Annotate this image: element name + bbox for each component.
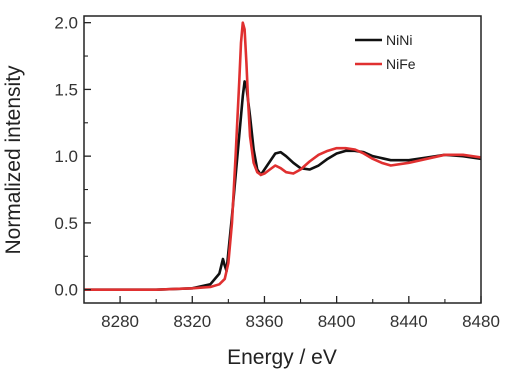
tick-layer: 8280 8320 8360 8400 8440 8480 0.0 0.5 1.0 1.5 2.0: [54, 14, 500, 331]
x-axis-title: Energy / eV: [227, 346, 337, 369]
y-tick-label: 0.5: [54, 214, 78, 233]
plot-frame: [83, 15, 482, 304]
y-axis-title: Normalized intensity: [2, 65, 25, 255]
legend-label-nini: NiNi: [386, 32, 412, 48]
legend-label-nife: NiFe: [386, 56, 416, 72]
series-layer: [84, 21, 481, 291]
y-tick-label: 0.0: [54, 281, 78, 300]
x-tick-label: 8480: [462, 312, 500, 331]
x-tick-label: 8360: [246, 312, 284, 331]
series-line-nife: [84, 21, 481, 291]
x-tick-label: 8280: [101, 312, 139, 331]
y-tick-label: 1.5: [54, 80, 78, 99]
x-tick-label: 8320: [173, 312, 211, 331]
x-tick-label: 8440: [390, 312, 428, 331]
x-tick-label: 8400: [318, 312, 356, 331]
legend: NiNi NiFe: [355, 32, 416, 72]
series-line-nini: [84, 80, 481, 291]
y-tick-label: 1.0: [54, 147, 78, 166]
y-tick-label: 2.0: [54, 14, 78, 33]
